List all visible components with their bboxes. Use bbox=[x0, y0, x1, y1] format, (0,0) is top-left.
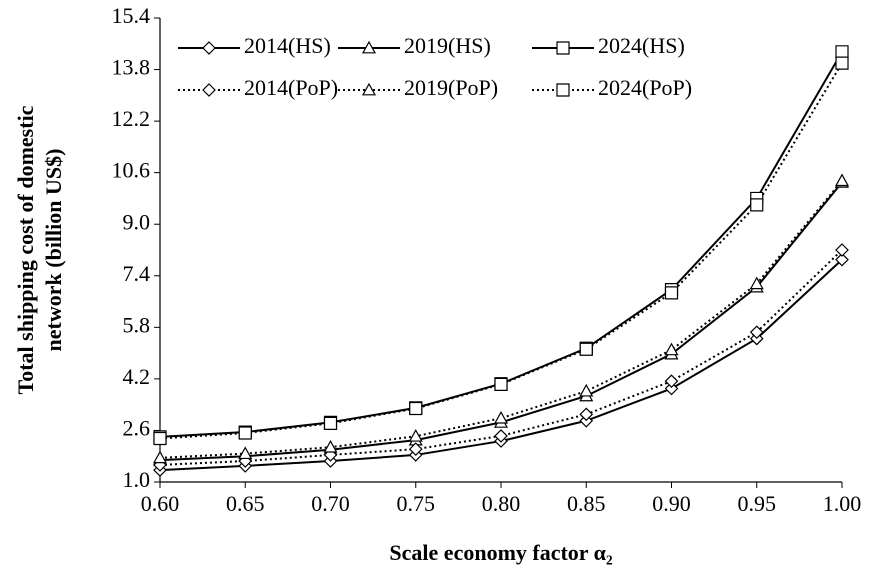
y-tick-label: 1.0 bbox=[123, 467, 151, 492]
point bbox=[750, 198, 764, 212]
point bbox=[408, 442, 423, 456]
point bbox=[749, 325, 764, 340]
legend-marker bbox=[202, 41, 216, 55]
y-axis-label: network (billion US$) bbox=[41, 149, 66, 352]
point bbox=[323, 439, 338, 453]
y-tick-label: 5.8 bbox=[123, 312, 151, 337]
point bbox=[238, 426, 252, 440]
point bbox=[152, 450, 168, 464]
x-tick-label: 0.75 bbox=[397, 491, 436, 516]
point bbox=[323, 416, 338, 430]
point bbox=[323, 448, 338, 462]
x-axis-label: Scale economy factor α₂ bbox=[389, 540, 613, 565]
point bbox=[664, 342, 679, 356]
x-tick-label: 0.70 bbox=[311, 491, 350, 516]
y-tick-label: 9.0 bbox=[123, 209, 151, 234]
legend-label: 2019(PoP) bbox=[404, 75, 498, 100]
point bbox=[835, 56, 849, 70]
point bbox=[153, 431, 167, 446]
point bbox=[664, 381, 679, 396]
legend-label: 2014(HS) bbox=[244, 33, 331, 58]
point bbox=[835, 45, 849, 59]
legend-marker bbox=[556, 41, 570, 55]
legend-label: 2019(HS) bbox=[404, 33, 491, 58]
x-tick-label: 0.90 bbox=[652, 491, 691, 516]
x-tick-label: 0.80 bbox=[482, 491, 521, 516]
point bbox=[409, 401, 423, 416]
point bbox=[494, 377, 508, 391]
point bbox=[579, 342, 593, 356]
legend-label: 2024(PoP) bbox=[598, 75, 692, 100]
y-tick-label: 10.6 bbox=[112, 158, 151, 183]
x-tick-label: 1.00 bbox=[823, 491, 862, 516]
legend-marker bbox=[556, 83, 570, 97]
point bbox=[493, 410, 509, 424]
point bbox=[579, 407, 594, 422]
y-tick-label: 15.4 bbox=[112, 3, 151, 28]
point bbox=[238, 446, 253, 460]
x-tick-label: 0.60 bbox=[141, 491, 180, 516]
legend-marker bbox=[202, 83, 216, 97]
x-tick-label: 0.95 bbox=[738, 491, 777, 516]
point bbox=[835, 243, 849, 257]
point bbox=[664, 286, 679, 300]
point bbox=[579, 383, 594, 397]
x-tick-label: 0.85 bbox=[567, 491, 606, 516]
point bbox=[494, 429, 508, 443]
y-tick-label: 2.6 bbox=[123, 415, 151, 440]
x-tick-label: 0.65 bbox=[226, 491, 265, 516]
point bbox=[664, 374, 679, 388]
y-tick-label: 4.2 bbox=[123, 364, 151, 389]
legend-label: 2024(HS) bbox=[598, 33, 685, 58]
legend-marker bbox=[361, 40, 377, 54]
y-axis-label: Total shipping cost of domestic bbox=[13, 105, 38, 394]
point bbox=[408, 429, 423, 442]
y-tick-label: 13.8 bbox=[112, 55, 151, 80]
point bbox=[835, 252, 849, 267]
y-tick-label: 12.2 bbox=[112, 106, 151, 131]
legend-label: 2014(PoP) bbox=[244, 75, 338, 100]
legend-marker bbox=[361, 82, 377, 96]
point bbox=[749, 276, 764, 290]
y-tick-label: 7.4 bbox=[123, 261, 151, 286]
point bbox=[834, 173, 850, 187]
